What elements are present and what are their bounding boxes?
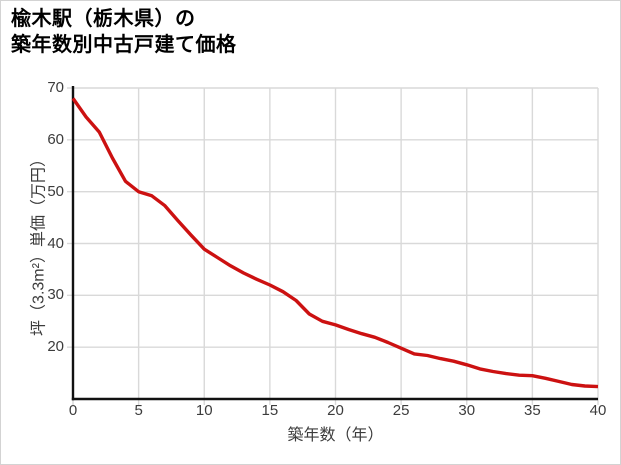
x-tick-label: 20	[327, 402, 344, 419]
y-axis-title: 坪（3.3m²）単価（万円）	[30, 151, 48, 336]
y-tick-label: 70	[47, 79, 64, 96]
x-tick-label: 35	[524, 402, 541, 419]
y-tick-label: 30	[47, 286, 64, 304]
price-line	[71, 97, 599, 389]
x-tick-label: 10	[195, 402, 213, 419]
y-tick-label: 60	[47, 130, 64, 148]
x-axis-title: 築年数（年）	[287, 427, 384, 444]
y-tick-label: 50	[47, 182, 64, 200]
chart-title: 楡木駅（栃木県）の 築年数別中古戸建て価格	[11, 6, 237, 58]
x-tick-label: 25	[392, 402, 410, 419]
x-tick-label: 0	[68, 402, 78, 419]
chart-title-line2: 築年数別中古戸建て価格	[11, 34, 237, 56]
x-tick-label: 30	[458, 402, 476, 419]
chart-title-line1: 楡木駅（栃木県）の	[11, 8, 196, 30]
y-tick-label: 20	[47, 338, 64, 356]
y-tick-label: 40	[47, 234, 64, 252]
x-tick-label: 5	[134, 402, 143, 419]
x-tick-label: 40	[589, 402, 607, 419]
x-tick-label: 15	[261, 402, 279, 419]
